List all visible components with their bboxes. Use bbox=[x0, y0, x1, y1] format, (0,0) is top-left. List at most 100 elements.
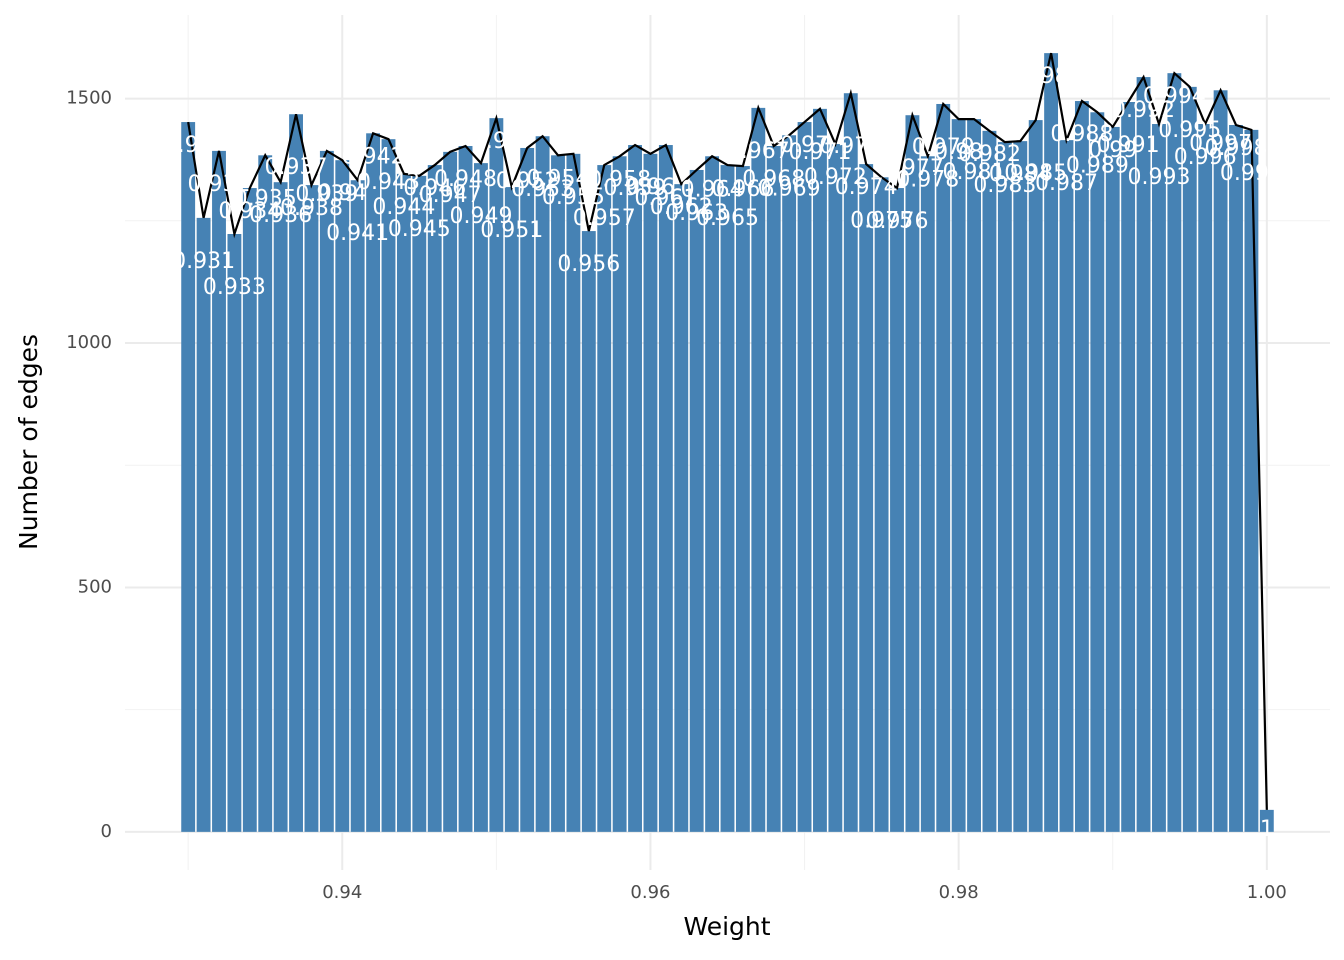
bar bbox=[1013, 141, 1028, 832]
bar-label: 0.937 bbox=[265, 155, 328, 180]
bar-label: 0.968 bbox=[742, 167, 805, 192]
bar bbox=[967, 119, 981, 832]
bar bbox=[304, 185, 319, 832]
y-tick-label: 1000 bbox=[66, 332, 112, 353]
bar-label: 0.993 bbox=[1127, 165, 1190, 190]
bar-label: 0.987 bbox=[1035, 171, 1098, 196]
bar-label: 0.946 bbox=[403, 176, 466, 201]
bar bbox=[628, 145, 642, 832]
bar bbox=[458, 146, 473, 832]
bar-label: 0.948 bbox=[434, 167, 497, 192]
bar-label: 0.947 bbox=[419, 183, 482, 208]
y-tick-label: 500 bbox=[78, 576, 112, 597]
bar bbox=[890, 188, 904, 832]
bar bbox=[427, 165, 442, 832]
x-axis-title: Weight bbox=[683, 912, 770, 941]
bar bbox=[1198, 124, 1213, 832]
bar-label: 0.964 bbox=[681, 177, 744, 202]
bar bbox=[920, 156, 935, 832]
bar-label: 0.939 bbox=[295, 182, 358, 207]
bar-label: 0.985 bbox=[1004, 161, 1067, 186]
bar-label: 0.996 bbox=[1174, 145, 1237, 170]
bar bbox=[612, 156, 627, 832]
bar-label: 0.98 bbox=[934, 140, 983, 165]
bar bbox=[658, 145, 673, 832]
bar-label: 0.934 bbox=[218, 199, 281, 224]
bar bbox=[1044, 53, 1059, 832]
bar bbox=[674, 184, 689, 832]
bar bbox=[813, 108, 827, 832]
y-tick-label: 1500 bbox=[66, 88, 112, 109]
bar bbox=[597, 165, 612, 832]
x-tick-label: 0.94 bbox=[322, 882, 362, 903]
bar bbox=[905, 115, 920, 832]
bar bbox=[1121, 102, 1136, 832]
bar bbox=[997, 142, 1012, 832]
bar-label: 0.949 bbox=[449, 204, 512, 229]
bar bbox=[766, 146, 781, 832]
bar-label: 0.997 bbox=[1189, 131, 1252, 156]
bar bbox=[797, 122, 812, 832]
bar bbox=[1090, 112, 1105, 832]
bar bbox=[1167, 73, 1182, 832]
bar bbox=[689, 169, 704, 832]
bar-label: 0.975 bbox=[850, 208, 913, 233]
bar bbox=[489, 118, 504, 832]
bar-label: 0.933 bbox=[203, 275, 266, 300]
bar-label: 0.978 bbox=[896, 167, 959, 192]
bar-label: 0.995 bbox=[1158, 118, 1221, 143]
bar bbox=[350, 180, 365, 832]
bar bbox=[1074, 101, 1089, 832]
bar bbox=[396, 173, 411, 832]
bar-label: 0.959 bbox=[604, 176, 667, 201]
bar-label: 0.994 bbox=[1143, 84, 1206, 109]
bar bbox=[1028, 120, 1043, 832]
bar-label: 0.936 bbox=[249, 203, 312, 228]
bar bbox=[535, 136, 550, 832]
bar-label: 0.953 bbox=[511, 177, 574, 202]
x-tick-label: 1.00 bbox=[1247, 882, 1287, 903]
bar-label: 0.942 bbox=[342, 144, 405, 169]
bar-label: 0.931 bbox=[172, 249, 235, 274]
bar-label: 0.932 bbox=[188, 172, 251, 197]
bar bbox=[1182, 86, 1197, 832]
bar bbox=[828, 144, 843, 832]
bar bbox=[1105, 126, 1120, 832]
bar-label: 0.93 bbox=[164, 133, 213, 158]
bar-label: 1 bbox=[1260, 817, 1274, 842]
bar bbox=[242, 188, 257, 832]
x-tick-label: 0.98 bbox=[939, 882, 979, 903]
bar-label: 0.992 bbox=[1112, 98, 1175, 123]
x-tick-label: 0.96 bbox=[630, 882, 670, 903]
bar bbox=[474, 163, 488, 832]
bar-label: 0.957 bbox=[573, 206, 636, 231]
bar-label: 0.941 bbox=[326, 221, 389, 246]
bar-label: 0.979 bbox=[912, 135, 975, 160]
bar-label: 0.973 bbox=[819, 134, 882, 159]
bar bbox=[181, 122, 196, 832]
bar-label: 0.963 bbox=[665, 201, 728, 226]
bar-label: 0.977 bbox=[881, 156, 944, 181]
bar-label: 0.983 bbox=[973, 173, 1036, 198]
bar bbox=[412, 175, 427, 832]
bar-label: 0.961 bbox=[634, 186, 697, 211]
bar-label: 0.954 bbox=[527, 166, 590, 191]
bar bbox=[982, 130, 997, 832]
bar bbox=[212, 150, 226, 832]
bar bbox=[551, 155, 565, 832]
bar bbox=[1213, 90, 1228, 832]
bar-label: 0.966 bbox=[711, 177, 774, 202]
bar bbox=[1244, 129, 1259, 832]
bar bbox=[951, 119, 966, 832]
bar bbox=[1152, 124, 1166, 832]
bar-label: 0.96 bbox=[626, 175, 675, 200]
bar-label: 0.999 bbox=[1220, 161, 1283, 186]
bar-label: 0.958 bbox=[588, 167, 651, 192]
bar-label: 0.956 bbox=[557, 252, 620, 277]
bar bbox=[366, 133, 381, 832]
bar-label: 0.989 bbox=[1066, 153, 1129, 178]
bar bbox=[874, 177, 889, 832]
bar-label: 0.935 bbox=[234, 186, 297, 211]
bar-label: 0.943 bbox=[357, 170, 420, 195]
